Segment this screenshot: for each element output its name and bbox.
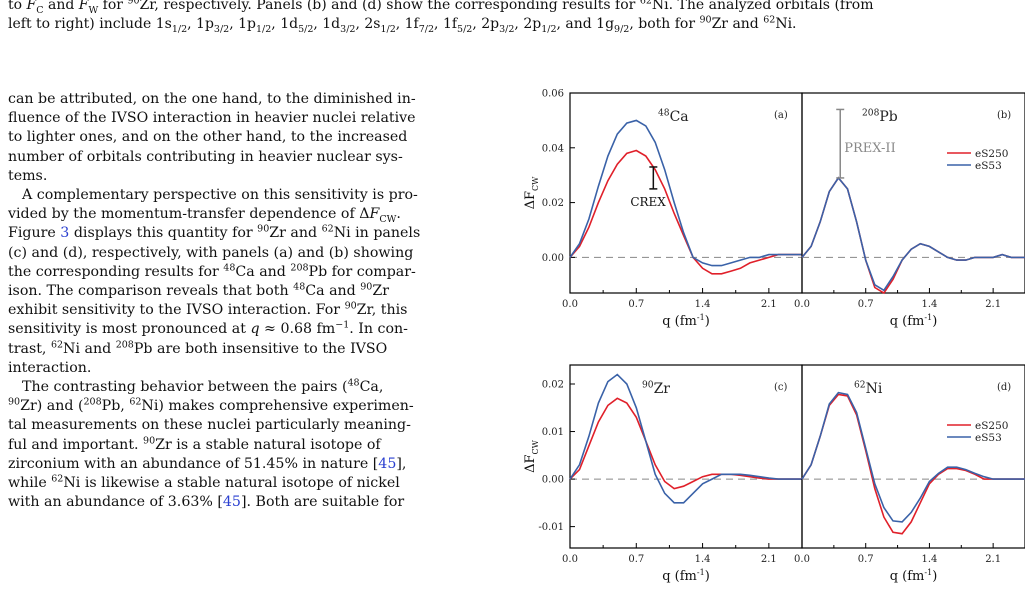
caption-line-1: to FC and FW for 90Zr, respectively. Pan… xyxy=(8,0,874,16)
caption-line-2: left to right) include 1s1/2, 1p3/2, 1p1… xyxy=(8,14,797,35)
panel-a: 0.0 0.7 1.4 2.1 0.00 0.02 0.04 0.06 q (fm-1) ΔFCW… xyxy=(523,89,803,329)
x-tick-label: 2.1 xyxy=(761,554,777,565)
series-line-eS250 xyxy=(801,393,1025,535)
figure-caption: to FC and FW for 90Zr, respectively. Pan… xyxy=(8,0,1023,34)
x-tick-label: 0.7 xyxy=(858,299,874,310)
x-tick-label: 1.4 xyxy=(921,299,937,310)
legend-label: eS53 xyxy=(975,432,1002,444)
legend-label: eS250 xyxy=(975,420,1008,432)
series-line-eS250 xyxy=(569,397,802,490)
y-tick-label: 0.00 xyxy=(542,475,564,486)
panel-b: 0.0 0.7 1.4 2.1 q (fm-1) (b) 208Pb PREX-II eS250… xyxy=(794,92,1026,329)
x-tick-label: 0.7 xyxy=(858,554,874,565)
panel-frame xyxy=(801,364,1026,549)
panel-label: (b) xyxy=(997,110,1011,121)
panel-frame xyxy=(569,364,803,549)
panel-label: (a) xyxy=(774,110,788,121)
figure-3: 0.0 0.7 1.4 2.1 0.00 0.02 0.04 0.06 q (fm-1) ΔFCW… xyxy=(520,88,1026,592)
y-tick-label: 0.00 xyxy=(542,253,564,264)
series-line-eS53 xyxy=(569,119,802,267)
nucleus-label: 208Pb xyxy=(862,108,898,125)
y-tick-label: -0.01 xyxy=(538,522,564,533)
series-line-eS53 xyxy=(801,391,1025,523)
x-tick-label: 1.4 xyxy=(695,554,711,565)
x-tick-label: 2.1 xyxy=(985,554,1001,565)
series-line-eS53 xyxy=(569,373,802,504)
x-tick-label: 0.7 xyxy=(628,554,644,565)
panel-label: (d) xyxy=(997,382,1011,393)
y-tick-label: 0.04 xyxy=(542,143,564,154)
nucleus-label: 48Ca xyxy=(658,108,689,125)
x-tick-label: 2.1 xyxy=(985,299,1001,310)
body-text: can be attributed, on the one hand, to t… xyxy=(8,90,505,512)
x-tick-label: 1.4 xyxy=(695,299,711,310)
y-axis-label: ΔFCW xyxy=(523,439,540,473)
panel-label: (c) xyxy=(774,382,788,393)
x-axis-label: q (fm-1) xyxy=(890,313,938,329)
legend-label: eS250 xyxy=(975,148,1008,160)
paragraph: A complementary perspective on this sens… xyxy=(8,187,421,376)
series-line-eS250 xyxy=(801,176,1025,295)
x-tick-label: 2.1 xyxy=(761,299,777,310)
paragraph: can be attributed, on the one hand, to t… xyxy=(8,91,416,184)
x-tick-label: 0.0 xyxy=(562,299,578,310)
x-tick-label: 0.0 xyxy=(562,554,578,565)
x-axis-label: q (fm-1) xyxy=(890,568,938,584)
x-tick-label: 0.0 xyxy=(794,554,810,565)
series-line-eS53 xyxy=(801,176,1025,292)
y-tick-label: 0.02 xyxy=(542,380,564,391)
y-tick-label: 0.01 xyxy=(542,427,564,438)
x-axis-label: q (fm-1) xyxy=(662,568,710,584)
series-line-eS250 xyxy=(569,149,802,275)
legend-label: eS53 xyxy=(975,160,1002,172)
panel-frame xyxy=(801,92,1026,294)
nucleus-label: 62Ni xyxy=(854,380,883,397)
x-tick-label: 0.0 xyxy=(794,299,810,310)
y-tick-label: 0.02 xyxy=(542,198,564,209)
x-tick-label: 0.7 xyxy=(628,299,644,310)
paragraph: The contrasting behavior between the pai… xyxy=(8,377,414,511)
x-tick-label: 1.4 xyxy=(921,554,937,565)
panel-c: 0.0 0.7 1.4 2.1 -0.01 0.00 0.01 0.02 q (fm-1) ΔFC… xyxy=(523,364,803,584)
nucleus-label: 90Zr xyxy=(642,380,670,397)
y-axis-label: ΔFCW xyxy=(523,176,540,210)
annotation-prex: PREX-II xyxy=(844,141,895,156)
x-axis-label: q (fm-1) xyxy=(662,313,710,329)
figure-svg: 0.0 0.7 1.4 2.1 0.00 0.02 0.04 0.06 q (fm-1) ΔFCW… xyxy=(523,89,1026,584)
annotation-crex: CREX xyxy=(630,195,666,209)
y-tick-label: 0.06 xyxy=(542,89,564,100)
